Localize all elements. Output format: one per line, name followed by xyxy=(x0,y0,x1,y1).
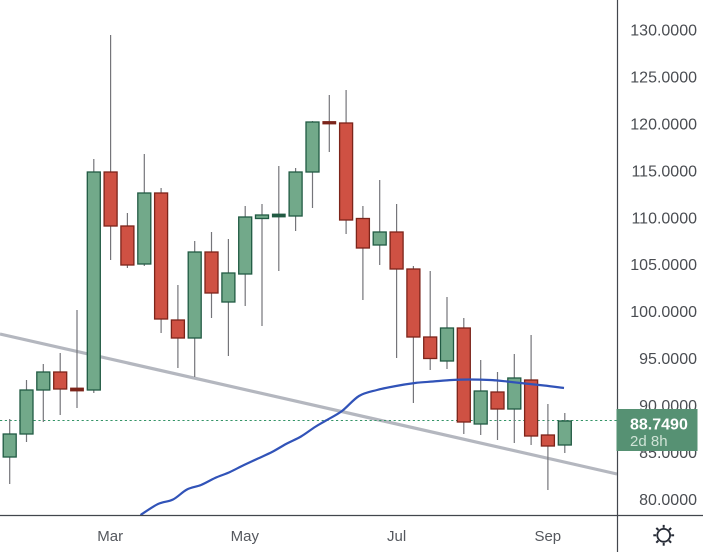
svg-text:115.0000: 115.0000 xyxy=(631,163,697,180)
svg-text:80.0000: 80.0000 xyxy=(639,492,697,509)
svg-text:Mar: Mar xyxy=(97,528,123,545)
svg-text:125.0000: 125.0000 xyxy=(630,70,697,87)
svg-text:May: May xyxy=(231,528,260,545)
svg-text:105.0000: 105.0000 xyxy=(630,257,697,274)
svg-text:120.0000: 120.0000 xyxy=(630,116,697,133)
svg-text:110.0000: 110.0000 xyxy=(631,210,697,227)
svg-text:95.0000: 95.0000 xyxy=(639,351,697,368)
svg-text:100.0000: 100.0000 xyxy=(630,304,697,321)
svg-text:130.0000: 130.0000 xyxy=(630,23,697,40)
svg-text:Jul: Jul xyxy=(387,528,406,545)
svg-text:Sep: Sep xyxy=(534,528,561,545)
svg-text:88.7490: 88.7490 xyxy=(630,417,688,434)
svg-text:2d 8h: 2d 8h xyxy=(630,433,668,450)
